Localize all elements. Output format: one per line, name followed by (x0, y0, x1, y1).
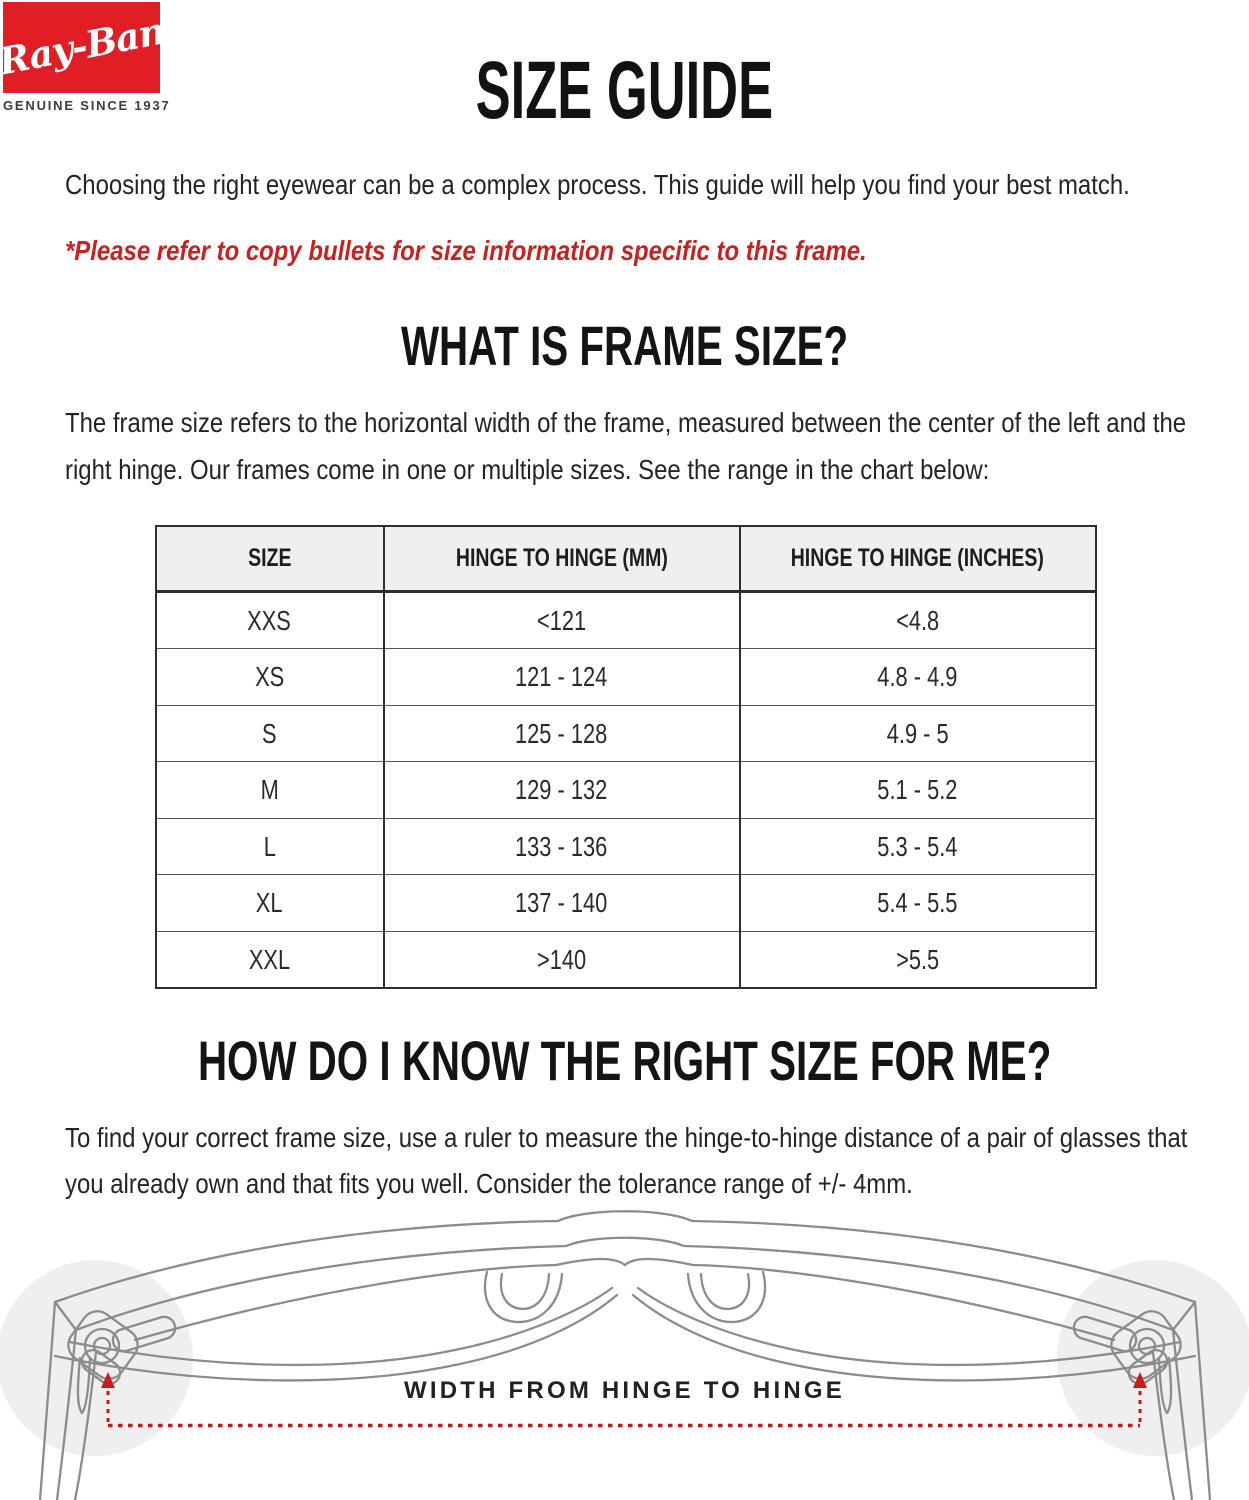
size-note-paragraph: *Please refer to copy bullets for size i… (65, 228, 1205, 274)
mm-cell: 133 - 136 (382, 817, 741, 875)
column-header-size: SIZE (154, 524, 385, 593)
inches-cell: 4.9 - 5 (738, 704, 1097, 762)
inches-value: 4.8 - 4.9 (877, 661, 958, 692)
inches-cell: <4.8 (738, 591, 1097, 649)
size-table-wrap: SIZE HINGE TO HINGE (MM) HINGE TO HINGE … (154, 524, 1097, 990)
size-table-header-row: SIZE HINGE TO HINGE (MM) HINGE TO HINGE … (154, 524, 1097, 593)
inches-cell: >5.5 (738, 930, 1097, 989)
mm-value: 121 - 124 (515, 661, 608, 692)
right-size-heading-row: HOW DO I KNOW THE RIGHT SIZE FOR ME? (0, 1033, 1249, 1089)
mm-cell: 121 - 124 (382, 648, 741, 706)
right-size-heading: HOW DO I KNOW THE RIGHT SIZE FOR ME? (197, 1029, 1052, 1093)
dimension-line (101, 1372, 1147, 1428)
mm-cell: >140 (382, 930, 741, 989)
title-row: SIZE GUIDE (0, 0, 1249, 132)
inches-cell: 4.8 - 4.9 (738, 648, 1097, 706)
mm-value: 129 - 132 (515, 774, 608, 805)
nose-pads (483, 1270, 767, 1324)
size-value: L (263, 830, 276, 862)
mm-value: <121 (536, 604, 587, 636)
inches-value: 5.3 - 5.4 (877, 830, 958, 862)
mm-cell: 137 - 140 (382, 874, 741, 932)
mm-cell: 129 - 132 (382, 761, 741, 819)
inches-value: 4.9 - 5 (886, 717, 949, 749)
size-value: XL (256, 887, 283, 918)
size-table: SIZE HINGE TO HINGE (MM) HINGE TO HINGE … (154, 524, 1097, 990)
column-header-mm: HINGE TO HINGE (MM) (382, 524, 741, 593)
table-row-s: S 125 - 128 4.9 - 5 (154, 704, 1097, 762)
size-value: XS (254, 661, 285, 692)
size-value: M (260, 774, 279, 805)
right-size-description-text: To find your correct frame size, use a r… (65, 1122, 1188, 1200)
mm-value: 133 - 136 (515, 830, 608, 862)
intro-paragraph: Choosing the right eyewear can be a comp… (65, 162, 1205, 208)
column-header-inches: HINGE TO HINGE (INCHES) (738, 524, 1097, 593)
mm-cell: <121 (382, 591, 741, 649)
size-note-text: *Please refer to copy bullets for size i… (65, 235, 867, 267)
size-cell: XXS (154, 591, 385, 649)
size-value: XXL (248, 943, 291, 975)
size-cell: XL (154, 874, 385, 932)
size-cell: L (154, 817, 385, 875)
right-size-description: To find your correct frame size, use a r… (65, 1115, 1205, 1207)
frame-size-description-text: The frame size refers to the horizontal … (65, 407, 1187, 485)
glasses-outline (38, 1210, 1212, 1500)
left-hinge (67, 1310, 177, 1386)
column-header-mm-label: HINGE TO HINGE (MM) (455, 543, 668, 572)
table-row-xxs: XXS <121 <4.8 (154, 591, 1097, 649)
mm-cell: 125 - 128 (382, 704, 741, 762)
inches-value: 5.4 - 5.5 (877, 887, 958, 918)
inches-value: <4.8 (895, 604, 940, 636)
frame-size-description: The frame size refers to the horizontal … (65, 400, 1205, 492)
right-arrow-icon (1133, 1372, 1147, 1388)
table-row-xxl: XXL >140 >5.5 (154, 930, 1097, 989)
intro-text: Choosing the right eyewear can be a comp… (65, 169, 1130, 200)
inches-cell: 5.4 - 5.5 (738, 874, 1097, 932)
page-title: SIZE GUIDE (475, 45, 774, 136)
table-row-xl: XL 137 - 140 5.4 - 5.5 (154, 874, 1097, 932)
mm-value: 125 - 128 (515, 717, 608, 749)
table-row-xs: XS 121 - 124 4.8 - 4.9 (154, 648, 1097, 706)
left-arrow-icon (101, 1372, 115, 1388)
size-cell: XXL (154, 930, 385, 989)
table-row-l: L 133 - 136 5.3 - 5.4 (154, 817, 1097, 875)
inches-cell: 5.3 - 5.4 (738, 817, 1097, 875)
inches-value: 5.1 - 5.2 (877, 774, 958, 805)
frame-size-heading: WHAT IS FRAME SIZE? (400, 314, 849, 378)
size-cell: S (154, 704, 385, 762)
size-cell: XS (154, 648, 385, 706)
mm-value: >140 (536, 943, 587, 975)
right-hinge (1072, 1310, 1182, 1386)
rayban-logo: Ray-Ban GENUINE SINCE 1937 (3, 2, 171, 113)
inches-cell: 5.1 - 5.2 (738, 761, 1097, 819)
size-value: XXS (247, 604, 292, 636)
frame-size-heading-row: WHAT IS FRAME SIZE? (0, 318, 1249, 374)
column-header-inches-label: HINGE TO HINGE (INCHES) (790, 543, 1045, 572)
rayban-logo-script: Ray-Ban (3, 7, 160, 84)
rayban-logo-box: Ray-Ban (3, 2, 160, 93)
logo-tagline: GENUINE SINCE 1937 (3, 98, 171, 113)
mm-value: 137 - 140 (515, 887, 608, 918)
glasses-diagram-svg (0, 1210, 1249, 1500)
glasses-diagram: WIDTH FROM HINGE TO HINGE (0, 1190, 1249, 1500)
table-row-m: M 129 - 132 5.1 - 5.2 (154, 761, 1097, 819)
column-header-size-label: SIZE (247, 543, 292, 572)
size-cell: M (154, 761, 385, 819)
size-value: S (262, 717, 277, 749)
hinge-width-label: WIDTH FROM HINGE TO HINGE (404, 1377, 845, 1404)
inches-value: >5.5 (895, 943, 940, 975)
